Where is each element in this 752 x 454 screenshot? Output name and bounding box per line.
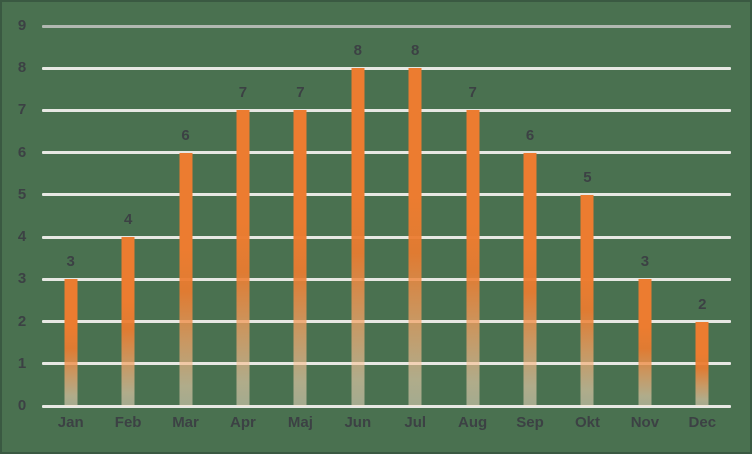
y-tick-label: 8	[17, 59, 27, 77]
x-tick-label: Nov	[630, 414, 660, 431]
bar	[580, 194, 594, 406]
bar	[351, 68, 365, 406]
bar-value-label: 6	[525, 126, 535, 144]
x-tick-label: Apr	[230, 414, 256, 431]
x-tick-label: Sep	[516, 414, 544, 431]
bar-value-label: 2	[698, 295, 707, 313]
gridline-1	[42, 362, 731, 366]
x-tick-label: Mar	[172, 414, 199, 431]
gridline-2	[42, 320, 731, 324]
bar-value-label: 7	[238, 84, 248, 102]
bar	[236, 110, 250, 406]
x-tick-label: Dec	[688, 414, 717, 431]
bar-column: 8	[329, 26, 386, 406]
x-tick-label: Feb	[114, 414, 142, 431]
y-tick-label: 3	[17, 270, 27, 288]
gridline-3	[42, 277, 731, 281]
bar	[466, 110, 480, 406]
y-tick-label: 0	[17, 397, 27, 414]
bar	[523, 152, 537, 406]
gridline-8	[42, 66, 731, 70]
bar-value-label: 8	[353, 42, 362, 60]
bar-column: 3	[616, 26, 673, 406]
bar-column: 3	[42, 26, 99, 406]
bar-value-label: 8	[411, 42, 420, 60]
y-tick-label: 1	[17, 354, 27, 372]
bar-column: 7	[444, 26, 501, 406]
bar	[638, 279, 652, 406]
bar-column: 8	[387, 26, 444, 406]
bar-value-label: 6	[181, 126, 190, 144]
bar-value-label: 3	[640, 253, 650, 271]
bar-value-label: 5	[583, 168, 592, 186]
bar	[293, 110, 307, 406]
x-axis: Jan Feb Mar Apr Maj Jun Jul Aug Sep Okt Nov Dec	[42, 412, 731, 436]
y-tick-label: 7	[17, 101, 27, 119]
y-tick-label: 6	[17, 143, 27, 161]
bar-value-label: 7	[468, 84, 477, 102]
bar-column: 6	[501, 26, 558, 406]
x-tick-label: Jun	[344, 414, 372, 431]
bar-value-label: 7	[296, 84, 305, 102]
gridline-9	[42, 24, 731, 28]
gridline-5	[42, 193, 731, 197]
bar-column: 4	[99, 26, 156, 406]
bar-value-label: 4	[123, 211, 133, 229]
y-tick-label: 9	[17, 17, 27, 34]
x-tick-label: Aug	[458, 414, 488, 431]
bar	[64, 279, 78, 406]
gridline-4	[42, 235, 731, 239]
bar	[408, 68, 422, 406]
bar-column: 7	[272, 26, 329, 406]
y-tick-label: 2	[17, 312, 27, 330]
bar	[121, 237, 135, 406]
bar-column: 6	[157, 26, 214, 406]
bar	[695, 321, 709, 406]
bar-column: 2	[674, 26, 731, 406]
plot-area: 3 4 6 7 7 8 8 7 6 5 3 2	[42, 24, 731, 408]
x-tick-label: Maj	[287, 414, 313, 431]
gridline-6	[42, 151, 731, 155]
x-tick-label: Jan	[57, 414, 84, 431]
bar-column: 5	[559, 26, 616, 406]
bar-value-label: 3	[66, 253, 75, 271]
y-tick-label: 5	[17, 185, 27, 203]
bar	[179, 152, 193, 406]
y-tick-label: 4	[17, 228, 27, 246]
x-tick-label: Jul	[404, 414, 427, 431]
gridline-0	[42, 404, 731, 408]
x-tick-label: Okt	[574, 414, 600, 431]
gridline-7	[42, 108, 731, 112]
bar-column: 7	[214, 26, 271, 406]
